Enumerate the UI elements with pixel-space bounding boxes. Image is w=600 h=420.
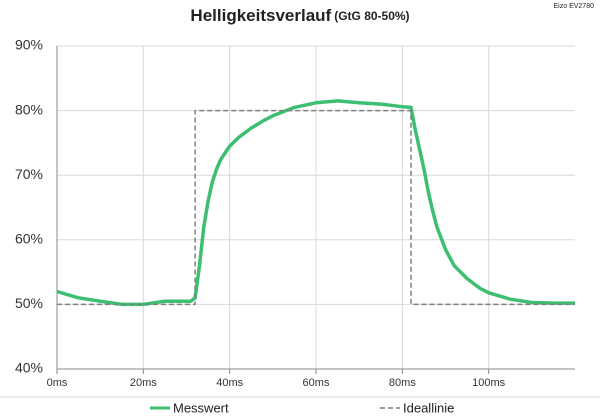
- legend-label: Messwert: [173, 400, 229, 415]
- y-tick-label: 90%: [15, 37, 43, 53]
- y-tick-label: 70%: [15, 166, 43, 182]
- y-tick-label: 40%: [15, 360, 43, 376]
- legend-item: Messwert: [150, 400, 229, 415]
- y-tick-label: 80%: [15, 101, 43, 117]
- x-tick-label: 60ms: [303, 377, 330, 389]
- chart-title: Helligkeitsverlauf (GtG 80-50%): [190, 6, 409, 25]
- legend-item: Ideallinie: [380, 400, 454, 415]
- series-line: [56, 99, 575, 307]
- title: Helligkeitsverlauf: [190, 6, 331, 25]
- y-tick-label: 50%: [15, 295, 43, 311]
- subtitle: (GtG 80-50%): [334, 9, 409, 23]
- series-line: [57, 109, 575, 306]
- y-tick-label: 60%: [15, 231, 43, 247]
- x-tick-label: 40ms: [216, 377, 243, 389]
- x-tick-label: 20ms: [130, 377, 157, 389]
- x-tick-label: 80ms: [389, 377, 416, 389]
- device-label: Eizo EV2780: [554, 3, 595, 10]
- legend-label: Ideallinie: [403, 400, 454, 415]
- x-tick-label: 0ms: [47, 377, 68, 389]
- x-tick-label: 100ms: [472, 377, 506, 389]
